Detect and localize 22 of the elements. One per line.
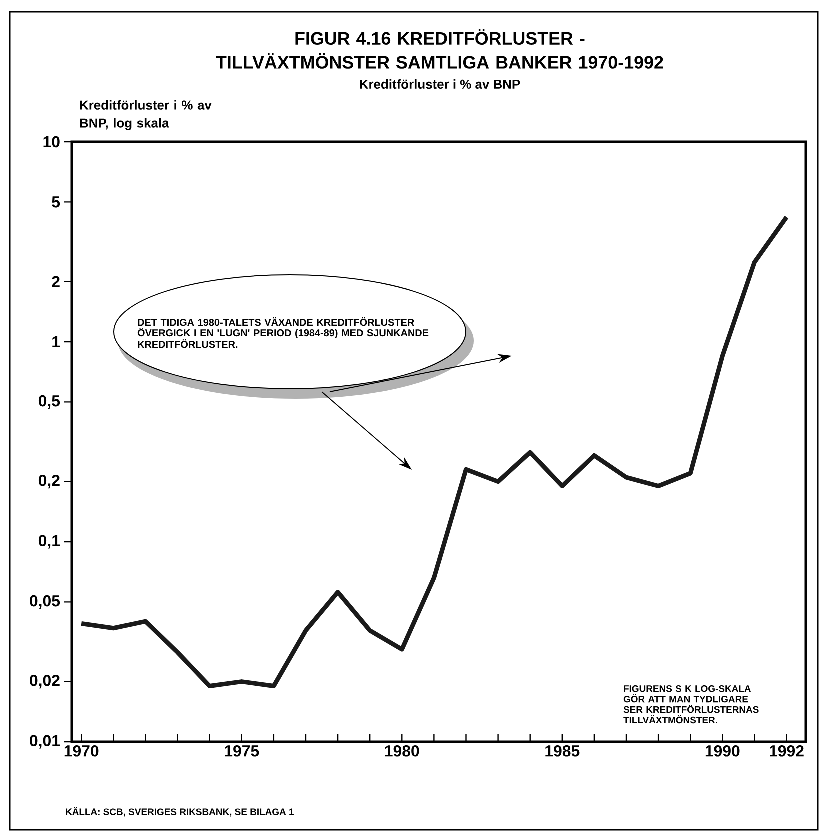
chart-title: FIGUR 4.16 KREDITFÖRLUSTER - TILLVÄXTMÖNSTER SAMTLIGA BANKER 1970-1992 (216, 30, 664, 69)
x-tick-label: 1990 (706, 746, 740, 757)
annotation: FIGURENS S K LOG-SKALA GÖR ATT MAN TYDLIGARE SER KREDITFÖRLUSTERNAS TILLVÄXTMÖNSTER. (624, 686, 759, 724)
y-tick-label: 1 (52, 336, 60, 348)
chart-subtitle: Kreditförluster i % av BNP (360, 80, 520, 90)
y-tick-label: 0,01 (30, 735, 60, 749)
y-tick-label: 0,1 (38, 535, 60, 549)
x-tick-label: 1970 (64, 746, 99, 757)
y-tick-label: 0,2 (38, 475, 60, 489)
annotation: DET TIDIGA 1980-TALETS VÄXANDE KREDITFÖRLUSTER ÖVERGICK I EN 'LUGN' PERIOD (1984-89) MED SJUNKANDE KREDITFÖRLUSTER. (138, 318, 429, 348)
y-axis-title: Kreditförluster i % av BNP, log skala (80, 100, 212, 130)
y-tick-label: 5 (52, 196, 60, 208)
y-tick-label: 2 (52, 276, 60, 288)
x-tick-label: 1992 (770, 746, 804, 757)
y-tick-label: 10 (44, 136, 60, 148)
x-tick-label: 1975 (225, 746, 260, 757)
x-tick-label: 1985 (546, 746, 580, 757)
y-tick-label: 0,05 (30, 595, 60, 610)
x-tick-label: 1980 (385, 746, 420, 757)
y-tick-label: 0,5 (38, 395, 60, 410)
text: KÄLLA: SCB, SVERIGES RIKSBANK, SE BILAGA 1 (66, 807, 294, 817)
y-tick-label: 0,02 (30, 675, 60, 689)
